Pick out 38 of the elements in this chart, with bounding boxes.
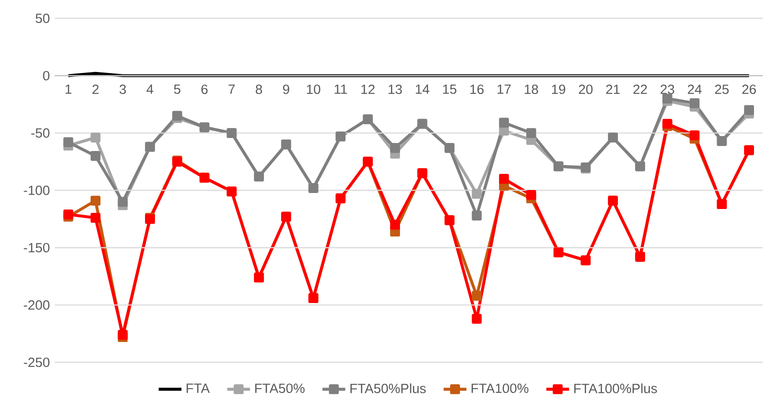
x-tick-label: 21	[606, 84, 620, 94]
y-tick-label: -100	[24, 186, 50, 196]
x-tick-label: 9	[283, 84, 290, 94]
x-tick-label: 8	[256, 84, 262, 94]
y-tick-label: -150	[24, 242, 50, 252]
legend-label: FTA50%Plus	[350, 383, 426, 394]
x-tick-label: 25	[715, 84, 729, 94]
x-tick-label: 1	[66, 84, 72, 94]
x-tick-label: 19	[552, 84, 566, 94]
x-tick-label: 17	[498, 84, 511, 94]
x-tick-label: 14	[416, 84, 430, 94]
x-tick-label: 15	[443, 84, 456, 94]
x-tick-label: 24	[688, 84, 702, 94]
y-tick-label: -50	[31, 128, 50, 138]
x-tick-label: 22	[633, 84, 647, 94]
x-tick-label: 11	[334, 84, 347, 94]
x-tick-label: 4	[146, 84, 154, 94]
x-tick-label: 20	[578, 84, 593, 94]
x-tick-label: 12	[361, 84, 375, 94]
y-tick-label: 0	[43, 70, 50, 80]
y-tick-label: 50	[36, 14, 50, 24]
legend-label: FTA100%	[472, 384, 528, 394]
y-tick-label: -250	[24, 358, 50, 368]
y-tick-label: -200	[24, 300, 50, 310]
x-tick-label: 6	[201, 84, 208, 94]
legend-label: FTA50%	[255, 384, 305, 394]
x-tick-label: 7	[228, 84, 235, 94]
legend-label: FTA100%Plus	[574, 383, 657, 394]
x-tick-label: 2	[92, 84, 99, 94]
x-tick-label: 3	[120, 84, 126, 94]
x-tick-label: 16	[470, 84, 484, 94]
x-tick-label: 18	[524, 84, 538, 94]
x-tick-label: 5	[174, 84, 180, 94]
x-tick-label: 26	[742, 84, 756, 94]
x-tick-label: 13	[388, 84, 402, 94]
x-tick-label: 23	[660, 84, 674, 94]
x-tick-label: 10	[306, 84, 320, 94]
legend-label: FTA	[186, 384, 210, 393]
